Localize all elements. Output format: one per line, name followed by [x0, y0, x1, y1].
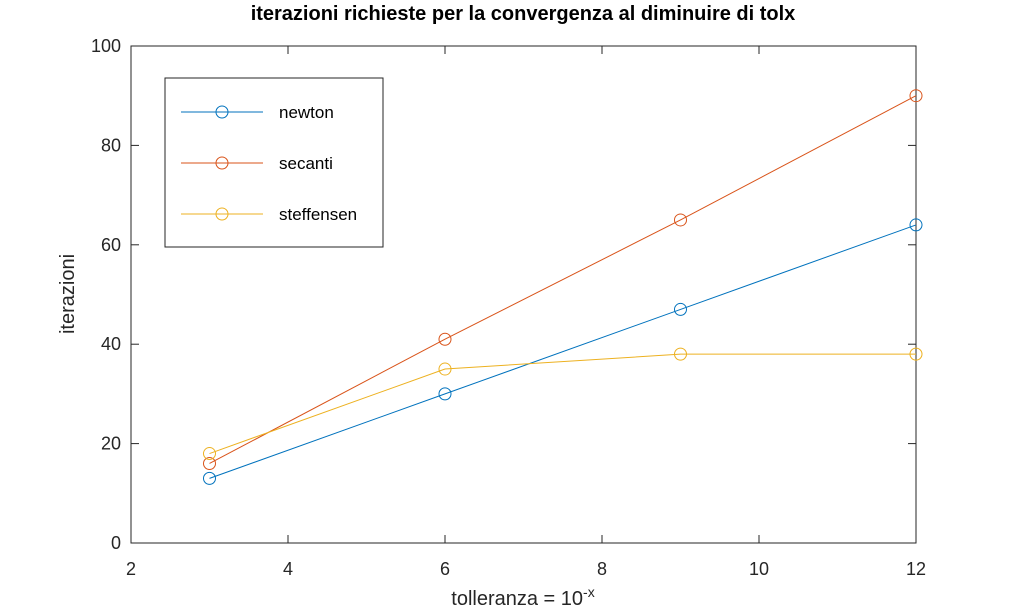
y-tick-label: 20 — [101, 434, 121, 454]
series-line-newton — [209, 224, 917, 479]
data-point-secanti — [203, 456, 216, 470]
y-tick-label: 80 — [101, 135, 121, 155]
x-axis-label-base: tolleranza = 10 — [451, 588, 583, 609]
series-line-steffensen — [209, 353, 916, 455]
data-point-steffensen — [909, 347, 923, 361]
plot-area — [130, 45, 917, 544]
x-axis-ticks: 2 4 6 8 10 12 — [126, 46, 926, 579]
legend-marker-steffensen — [215, 207, 229, 221]
data-point-newton — [909, 218, 923, 232]
series-line-secanti — [209, 95, 917, 464]
y-tick-label: 100 — [91, 36, 121, 56]
x-tick-label: 10 — [749, 559, 769, 579]
x-tick-label: 2 — [126, 559, 136, 579]
chart-title: iterazioni richieste per la convergenza … — [251, 3, 796, 25]
data-point-secanti — [909, 89, 923, 103]
y-axis-label: iterazioni — [57, 254, 79, 334]
data-point-newton — [203, 471, 216, 485]
legend: newton secanti steffensen — [164, 77, 384, 248]
legend-label-secanti: secanti — [279, 154, 333, 173]
x-tick-label: 8 — [597, 559, 607, 579]
data-point-steffensen — [674, 347, 687, 361]
y-axis-ticks: 0 20 40 60 80 100 — [91, 36, 916, 553]
legend-entries: newton secanti steffensen — [181, 103, 357, 224]
y-tick-label: 0 — [111, 533, 121, 553]
data-point-secanti — [438, 332, 452, 346]
y-tick-label: 40 — [101, 334, 121, 354]
series-layer — [203, 89, 923, 485]
legend-marker-newton — [215, 105, 229, 119]
x-axis-label: tolleranza = 10-x — [451, 584, 594, 609]
data-point-steffensen — [438, 362, 452, 376]
legend-label-newton: newton — [279, 103, 334, 122]
y-tick-label: 60 — [101, 235, 121, 255]
x-tick-label: 4 — [283, 559, 293, 579]
data-point-newton — [674, 302, 687, 316]
x-axis-label-superscript: -x — [583, 584, 595, 600]
legend-label-steffensen: steffensen — [279, 205, 357, 224]
data-point-secanti — [674, 213, 687, 227]
data-point-steffensen — [203, 447, 216, 461]
legend-marker-secanti — [215, 156, 229, 170]
data-point-newton — [438, 387, 452, 401]
x-tick-label: 12 — [906, 559, 926, 579]
x-tick-label: 6 — [440, 559, 450, 579]
